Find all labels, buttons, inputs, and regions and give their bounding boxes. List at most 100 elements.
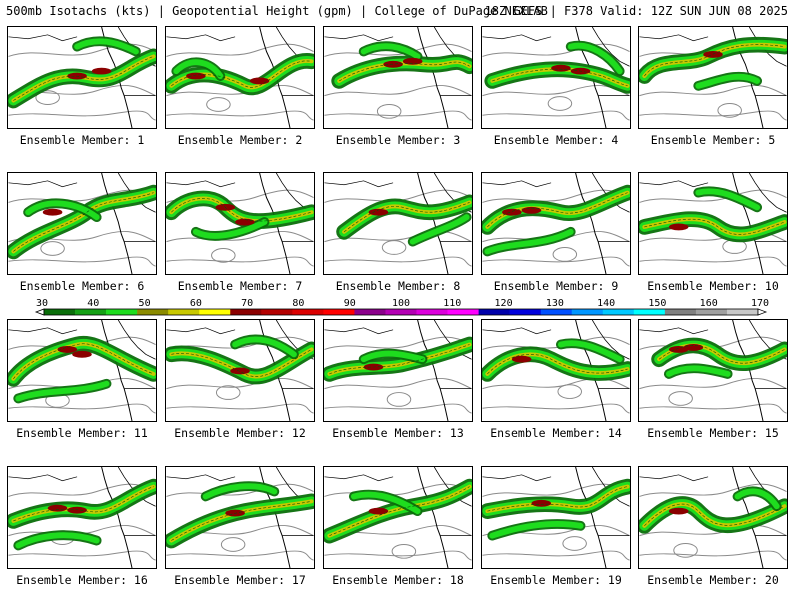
- map-canvas: [324, 467, 472, 568]
- isotach-band: [74, 38, 139, 55]
- colorbar-tick-label: 60: [190, 298, 202, 309]
- isotach-band: [173, 59, 224, 79]
- colorbar-segment: [695, 309, 728, 315]
- streamline: [13, 486, 154, 522]
- colorbar-segment: [509, 309, 541, 315]
- colorbar-segment: [385, 309, 417, 315]
- isotach-core: [502, 208, 522, 216]
- streamline: [343, 202, 470, 233]
- colorbar-segment: [199, 309, 231, 315]
- ensemble-member-label: Ensemble Member: 2: [177, 133, 303, 147]
- isotach-band: [232, 336, 297, 358]
- isotach-core: [368, 208, 389, 216]
- height-contour: [324, 403, 472, 414]
- isotach-colorbar: 30 40 50 60 70 80 90 100 110 120 130 140 150 160 170: [0, 296, 800, 320]
- map-title: 500mb Isotachs (kts) | Geopotential Heig…: [6, 4, 548, 18]
- height-contour: [639, 377, 787, 390]
- map-canvas: [639, 27, 787, 128]
- isotach-core: [668, 507, 689, 515]
- coastline: [101, 467, 133, 568]
- streamline: [644, 218, 785, 235]
- isotach-band: [695, 73, 761, 89]
- ensemble-member-label: Ensemble Member: 20: [647, 573, 779, 587]
- height-contour: [166, 403, 314, 414]
- colorbar-right-arrow: [757, 308, 768, 316]
- isotach-band: [15, 532, 100, 549]
- ensemble-member-map: [165, 26, 315, 129]
- map-canvas: [8, 173, 156, 274]
- ensemble-member-label: Ensemble Member: 3: [335, 133, 461, 147]
- colorbar-tick-label: 100: [392, 298, 410, 309]
- ensemble-member-map: [638, 26, 788, 129]
- height-contour: [668, 391, 693, 406]
- coastline: [324, 180, 394, 188]
- ensemble-member-label: Ensemble Member: 19: [490, 573, 622, 587]
- coastline: [482, 474, 552, 482]
- colorbar-segment: [230, 309, 262, 315]
- height-contour: [717, 102, 742, 118]
- coastline: [166, 327, 236, 335]
- height-contour: [211, 248, 236, 263]
- height-contour: [639, 110, 787, 121]
- ensemble-member-label: Ensemble Member: 10: [647, 279, 779, 293]
- height-contour: [215, 385, 241, 400]
- height-contour: [206, 97, 231, 112]
- coastline: [8, 474, 78, 482]
- ensemble-member-map: [481, 466, 631, 569]
- streamline: [487, 486, 628, 512]
- coastline: [117, 320, 156, 360]
- coastline: [8, 327, 78, 335]
- map-canvas: [166, 173, 314, 274]
- isotach-core: [668, 345, 689, 353]
- ensemble-member-label: Ensemble Member: 14: [490, 426, 622, 440]
- coastline: [639, 327, 709, 335]
- height-contour: [324, 256, 472, 267]
- coastline: [639, 474, 709, 482]
- isotach-core: [67, 72, 87, 80]
- colorbar-tick-label: 90: [344, 298, 356, 309]
- coastline: [482, 180, 552, 188]
- run-info: 18Z GEFS | F378 Valid: 12Z SUN JUN 08 20…: [484, 4, 788, 18]
- colorbar-segment: [416, 309, 448, 315]
- colorbar-segment: [137, 309, 169, 315]
- coastline: [166, 474, 236, 482]
- colorbar-segment: [323, 309, 355, 315]
- map-canvas: [482, 173, 630, 274]
- isotach-core: [368, 507, 389, 515]
- isotach-band: [409, 214, 470, 245]
- streamline: [171, 198, 312, 222]
- ensemble-member-label: Ensemble Member: 9: [493, 279, 619, 293]
- ensemble-member-label: Ensemble Member: 4: [493, 133, 619, 147]
- height-contour: [639, 483, 787, 497]
- isotach-core: [683, 344, 704, 351]
- isotach-band: [695, 188, 761, 211]
- height-contour: [482, 43, 630, 57]
- height-contour: [639, 256, 787, 267]
- height-contour: [8, 256, 156, 267]
- ensemble-member-map: [638, 172, 788, 275]
- colorbar-segment: [168, 309, 200, 315]
- ensemble-member-label: Ensemble Member: 6: [19, 279, 145, 293]
- isotach-band: [734, 488, 780, 510]
- ensemble-member-label: Ensemble Member: 18: [332, 573, 464, 587]
- height-contour: [324, 550, 472, 561]
- coastline: [166, 34, 236, 42]
- height-contour: [482, 336, 630, 350]
- map-canvas: [166, 467, 314, 568]
- height-contour: [639, 336, 787, 350]
- streamline: [13, 56, 154, 101]
- height-contour: [552, 247, 578, 262]
- height-contour: [166, 336, 314, 350]
- map-canvas: [324, 320, 472, 421]
- ensemble-member-map: [323, 26, 473, 129]
- ensemble-member-label: Ensemble Member: 12: [174, 426, 306, 440]
- isotach-band: [350, 491, 421, 515]
- isotach-band: [484, 228, 574, 255]
- map-header: 500mb Isotachs (kts) | Geopotential Heig…: [0, 0, 800, 22]
- ensemble-member-map: [481, 26, 631, 129]
- height-contour: [673, 542, 698, 558]
- isotach-core: [67, 506, 87, 514]
- colorbar-tick-label: 140: [597, 298, 615, 309]
- colorbar-segment: [571, 309, 604, 315]
- colorbar-tick-label: 160: [700, 298, 718, 309]
